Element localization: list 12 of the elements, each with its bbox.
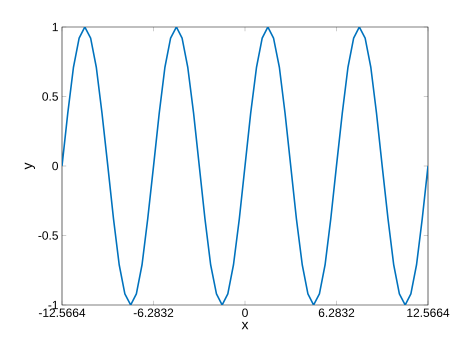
y-tick-label: 0.5 (42, 92, 58, 101)
x-tick-label: 6.2832 (318, 308, 354, 317)
x-tick-label: -6.2832 (134, 308, 174, 317)
x-axis-title: x (242, 322, 248, 330)
y-axis-title: y (24, 162, 36, 170)
y-tick-label: -0.5 (38, 231, 58, 240)
y-tick-label: 1 (52, 22, 58, 32)
x-tick-label: 0 (242, 308, 248, 317)
x-tick-label: -12.5664 (38, 308, 86, 317)
x-tick-label: 12.5664 (407, 308, 450, 317)
y-tick-label: 0 (52, 162, 58, 170)
y-tick-label: -1 (48, 300, 58, 310)
